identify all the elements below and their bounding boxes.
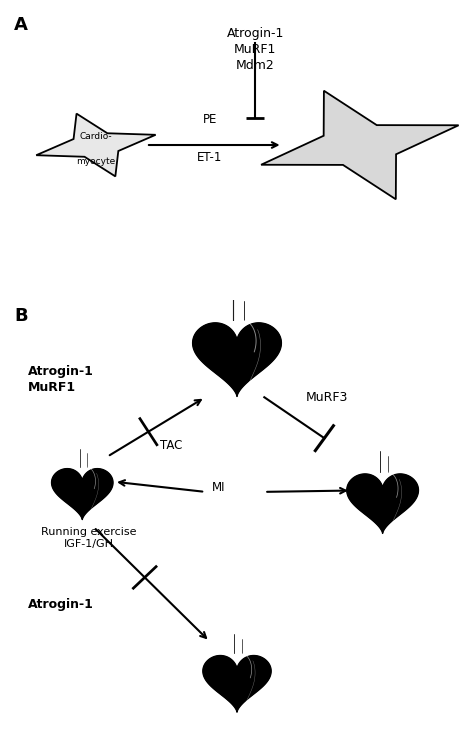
Text: TAC: TAC	[160, 439, 182, 452]
Text: PE: PE	[202, 113, 217, 126]
Text: Atrogin-1: Atrogin-1	[27, 598, 93, 610]
Polygon shape	[203, 655, 271, 712]
Text: Atrogin-1
MuRF1
Mdm2: Atrogin-1 MuRF1 Mdm2	[227, 27, 284, 72]
Text: Running exercise
IGF-1/GH: Running exercise IGF-1/GH	[41, 527, 137, 549]
Text: MI: MI	[212, 481, 226, 494]
Polygon shape	[347, 474, 419, 533]
Text: A: A	[14, 16, 28, 34]
Text: B: B	[14, 307, 27, 325]
Text: Cardio-: Cardio-	[80, 132, 112, 141]
Text: Atrogin-1
MuRF1: Atrogin-1 MuRF1	[27, 365, 93, 394]
Text: myocyte: myocyte	[76, 157, 116, 166]
Polygon shape	[52, 469, 113, 520]
Text: MuRF3: MuRF3	[305, 390, 347, 404]
Polygon shape	[192, 323, 282, 396]
Polygon shape	[36, 114, 155, 177]
Text: ET-1: ET-1	[197, 150, 222, 164]
Polygon shape	[261, 91, 459, 199]
